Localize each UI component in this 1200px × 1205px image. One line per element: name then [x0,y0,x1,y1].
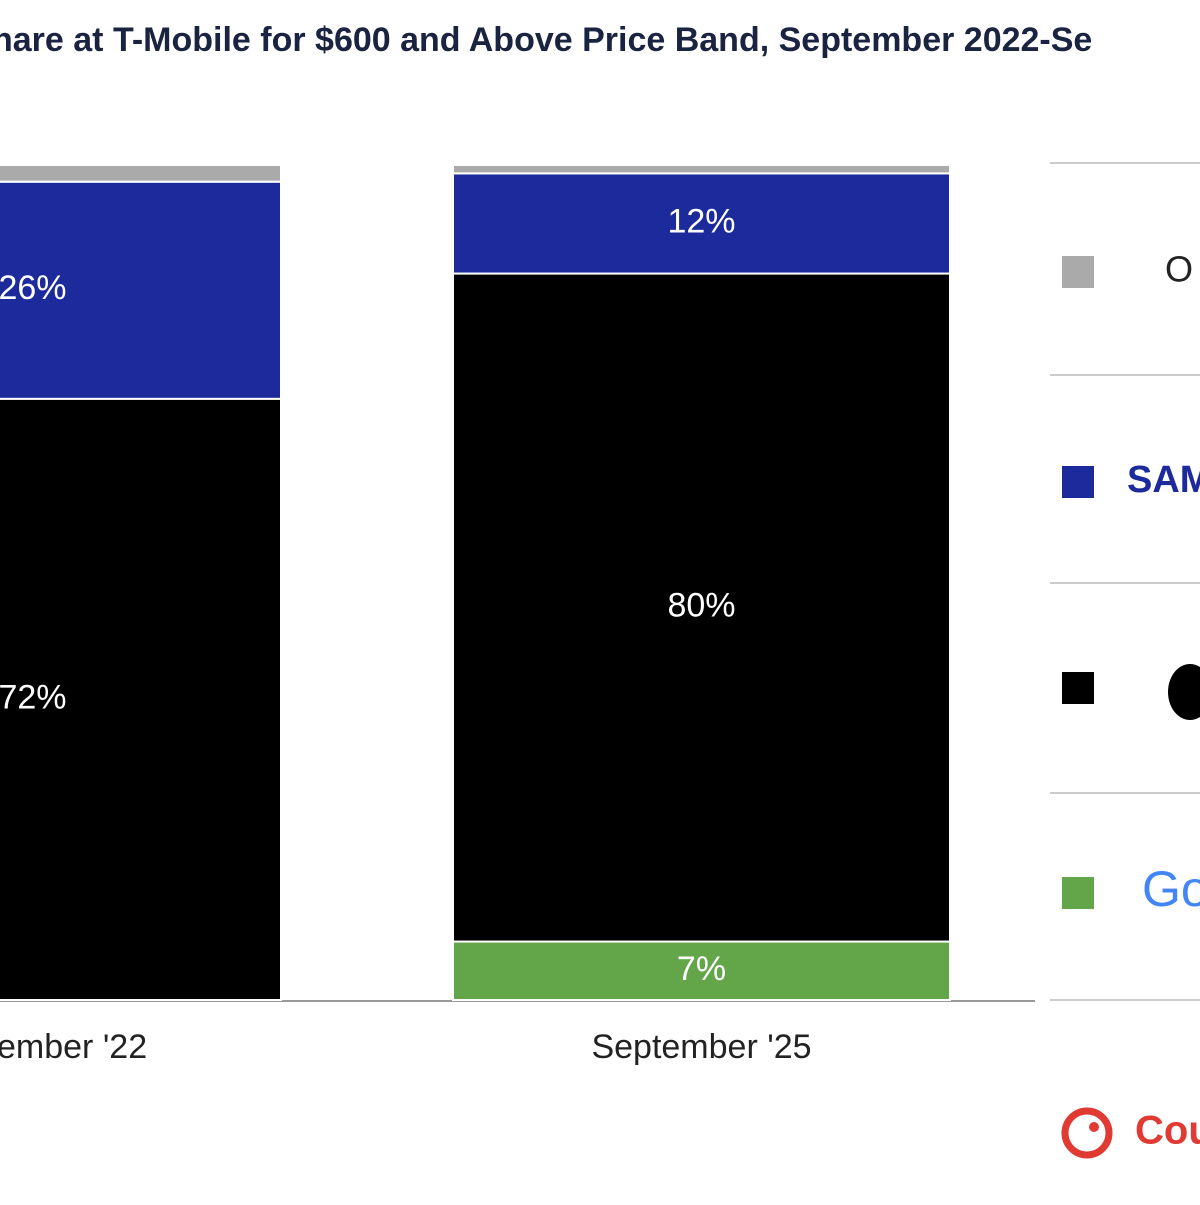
legend-swatch [1062,877,1094,909]
legend-label: SAM [1127,459,1200,501]
bar-segment [0,180,282,400]
bar-segment [0,164,282,183]
legend-swatch [1062,672,1094,704]
value-label: 26% [0,269,67,307]
bar-segment [452,172,951,275]
bar-segment [452,940,951,1001]
x-tick-label: ember '22 [0,1028,147,1066]
x-tick-label: September '25 [591,1028,811,1066]
value-label: 7% [677,950,726,988]
source-logo [1061,1107,1113,1159]
value-label: 12% [667,202,735,240]
source: Cou [1135,1109,1200,1153]
legend-logo [1168,664,1200,720]
legend-label: O [1165,249,1193,290]
legend-swatch [1062,256,1094,288]
value-label: 72% [0,678,67,716]
bar-segment [452,164,951,175]
source-logo-dot [1089,1122,1099,1132]
bar-segment [452,272,951,943]
chart-title: hare at T-Mobile for $600 and Above Pric… [0,21,1092,59]
value-label: 80% [667,587,735,625]
legend-swatch [1062,466,1094,498]
bar-segment [0,397,282,1001]
legend-label: Go [1142,861,1200,917]
